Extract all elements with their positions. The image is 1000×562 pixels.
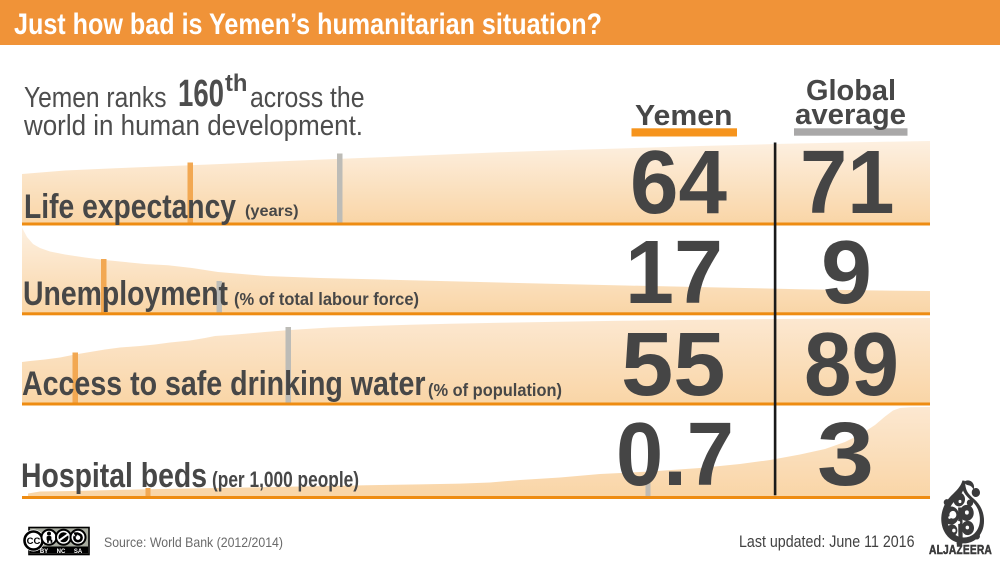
svg-text:CC: CC bbox=[27, 536, 41, 547]
svg-text:NC: NC bbox=[57, 549, 66, 555]
svg-text:SA: SA bbox=[74, 549, 83, 555]
svg-text:BY: BY bbox=[40, 549, 48, 555]
